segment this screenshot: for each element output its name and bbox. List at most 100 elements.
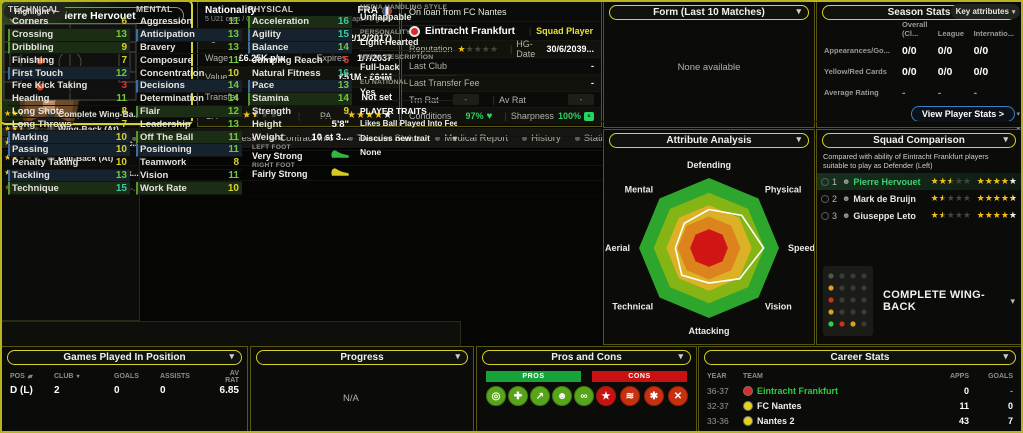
col-goals[interactable]: GOALS xyxy=(114,373,139,380)
attribute-row[interactable]: Concentration 10 xyxy=(136,67,242,80)
career-team[interactable]: Eintracht Frankfurt xyxy=(743,383,931,398)
attribute-row[interactable]: Positioning 11 xyxy=(136,143,242,157)
attribute-row[interactable]: Long Throws 7 xyxy=(8,118,130,132)
attribute-row[interactable]: Anticipation 13 xyxy=(136,28,242,42)
attribute-row[interactable]: Crossing 13 xyxy=(8,28,130,42)
star-icon: ★ xyxy=(4,153,12,163)
squad-comparison-row[interactable]: 2 ☻ Mark de Bruijn ★ ★ ★ ★ ★ ★ ★ ★ ★ ★ ★ ★ xyxy=(817,190,1021,207)
attribute-row[interactable]: Teamwork 8 xyxy=(136,157,242,170)
club-row[interactable]: Eintracht Frankfurt | Squad Player xyxy=(402,21,601,40)
role-row[interactable]: ★ ★ ★ ★ ★ ★ i Complete Wing-Ba... ▾ xyxy=(0,107,1023,122)
row-avg-rating-label: Average Rating xyxy=(824,88,879,97)
col-team[interactable]: TEAM xyxy=(743,373,763,380)
attribute-name: Jumping Reach xyxy=(252,54,323,66)
attribute-row[interactable]: Vision 11 xyxy=(136,170,242,183)
attribute-row[interactable]: Balance 14 xyxy=(248,41,352,55)
squad-comparison-header-dropdown[interactable]: Squad Comparison ▾ xyxy=(822,133,1016,148)
attribute-row[interactable]: Agility 15 xyxy=(248,28,352,42)
col-pos[interactable]: POS ▴▾ xyxy=(10,373,33,380)
attribute-row[interactable]: Flair 12 xyxy=(136,105,242,119)
chevron-down-icon: ▾ xyxy=(678,351,683,361)
divider: | xyxy=(509,44,513,54)
squad-comparison-row[interactable]: 3 ☻ Giuseppe Leto ★ ★ ★ ★ ★ ★ ★ ★ ★ ★ ★ xyxy=(817,207,1021,224)
highlight-button[interactable]: Highlight ▾ xyxy=(4,4,66,19)
attribute-row[interactable]: Tackling 13 xyxy=(8,169,130,183)
attribute-row[interactable]: Technique 15 xyxy=(8,182,130,196)
attribute-name: Long Shots xyxy=(12,105,65,117)
attribute-row[interactable]: Free Kick Taking 3 xyxy=(8,80,130,93)
career-team[interactable]: Nantes 2 xyxy=(743,413,931,428)
tab-contract-info[interactable]: Contract Info xyxy=(263,128,340,148)
nationality-row[interactable]: Nationality 5 U21 caps / 0 U21 goals FRA… xyxy=(198,2,399,28)
attribute-name: Crossing xyxy=(12,29,54,41)
attribute-row[interactable]: Heading 11 xyxy=(8,93,130,106)
tab-label: Medical Report xyxy=(444,132,509,144)
attribute-row[interactable]: Jumping Reach 5 xyxy=(248,54,352,68)
col-goals[interactable]: GOALS xyxy=(988,373,1013,380)
attribute-row[interactable]: Aggression 11 xyxy=(136,16,242,29)
attribute-row[interactable]: Off The Ball 11 xyxy=(136,131,242,144)
career-year: 32-37 xyxy=(707,400,729,411)
pa-stars: ★ ★ ★ ★ ★ ★ xyxy=(977,194,1017,203)
attribute-row[interactable]: Long Shots 8 xyxy=(8,106,130,119)
tab-transfer-status[interactable]: Transfer Status xyxy=(341,128,429,148)
col-apps[interactable]: APPS xyxy=(949,373,969,380)
progress-header-dropdown[interactable]: Progress ▾ xyxy=(256,350,468,365)
attribute-row[interactable]: Decisions 14 xyxy=(136,79,242,93)
attribute-row[interactable]: Acceleration 16 xyxy=(248,16,352,29)
attribute-row[interactable]: Finishing 7 xyxy=(8,54,130,68)
tab-history[interactable]: History xyxy=(515,128,568,148)
pros-cons-header-dropdown[interactable]: Pros and Cons ▾ xyxy=(482,350,691,365)
attribute-row[interactable]: Dribbling 9 xyxy=(8,41,130,55)
attribute-analysis-header-dropdown[interactable]: Attribute Analysis ▾ xyxy=(609,133,809,148)
star-icon: ★★ xyxy=(938,193,947,204)
attribute-row[interactable]: Composure 11 xyxy=(136,54,242,68)
star-icon: ★ xyxy=(930,176,939,187)
career-team[interactable]: FC Nantes xyxy=(743,398,931,413)
transfer-label: Transfer xyxy=(205,91,239,102)
attribute-row[interactable]: Strength 9 xyxy=(248,106,352,119)
player-name: Giuseppe Leto xyxy=(853,210,916,221)
attribute-row[interactable]: Stamina 14 xyxy=(248,92,352,106)
squad-status[interactable]: Squad Player xyxy=(536,26,594,36)
attribute-row[interactable]: Work Rate 10 xyxy=(136,182,242,196)
chevron-down-icon: ▾ xyxy=(1016,110,1020,118)
career-stats-header-dropdown[interactable]: Career Stats ▾ xyxy=(704,350,1016,365)
col-av-rat[interactable]: AV RAT xyxy=(225,369,239,384)
key-attributes-button[interactable]: Key attributes ▾ xyxy=(951,4,1020,19)
attribute-row[interactable]: Natural Fitness 16 xyxy=(248,67,352,80)
games-played-header-dropdown[interactable]: Games Played In Position ▾ xyxy=(7,350,242,365)
attribute-name: Free Kick Taking xyxy=(12,80,88,92)
attribute-value: 13 xyxy=(227,41,239,53)
col-assists[interactable]: ASSISTS xyxy=(160,373,190,380)
squad-comparison-row[interactable]: 1 ☻ Pierre Hervouet ★ ★ ★ ★ ★ ★ ★ ★ ★ ★ ★ xyxy=(817,173,1021,191)
attribute-row[interactable]: Corners 6 xyxy=(8,16,130,29)
eintracht-frankfurt-badge xyxy=(409,25,420,37)
player-name: Mark de Bruijn xyxy=(853,193,916,204)
height-value: 5'8" xyxy=(331,119,349,131)
career-team[interactable]: Paris FC xyxy=(743,428,931,433)
sharpness-icon: ▲ xyxy=(584,111,594,121)
attribute-row[interactable]: Bravery 13 xyxy=(136,42,242,55)
ratings-row: Trn Rat - | Av Rat - xyxy=(402,91,601,107)
club-name[interactable]: Eintracht Frankfurt xyxy=(425,25,516,37)
attribute-row[interactable]: Determination 14 xyxy=(136,93,242,106)
col-year[interactable]: YEAR xyxy=(707,373,727,380)
attribute-row[interactable]: Marking 10 xyxy=(8,131,130,144)
attribute-row[interactable]: Passing 10 xyxy=(8,143,130,157)
col-club[interactable]: CLUB ▾ xyxy=(54,373,79,380)
squad-comparison-title: Squad Comparison xyxy=(873,135,965,146)
squad-comparison-footer[interactable]: COMPLETE WING-BACK ▾ xyxy=(823,266,1015,336)
attribute-row[interactable]: Penalty Taking 10 xyxy=(8,157,130,170)
tab-statistic[interactable]: Statistic xyxy=(568,128,624,148)
attribute-row[interactable]: Pace 13 xyxy=(248,79,352,93)
role-stars: ★★★★★★ xyxy=(4,109,44,118)
divider: | xyxy=(529,26,532,36)
attribute-row[interactable]: Leadership 13 xyxy=(136,118,242,132)
attribute-row[interactable]: First Touch 12 xyxy=(8,67,130,80)
radar-axis-technical: Technical xyxy=(612,302,653,312)
form-header-dropdown[interactable]: Form (Last 10 Matches) ▾ xyxy=(609,5,809,20)
tab-medical-report[interactable]: Medical Report xyxy=(428,128,515,148)
discuss-new-trait-dropdown[interactable]: Discuss new trait ▾ xyxy=(360,133,457,143)
